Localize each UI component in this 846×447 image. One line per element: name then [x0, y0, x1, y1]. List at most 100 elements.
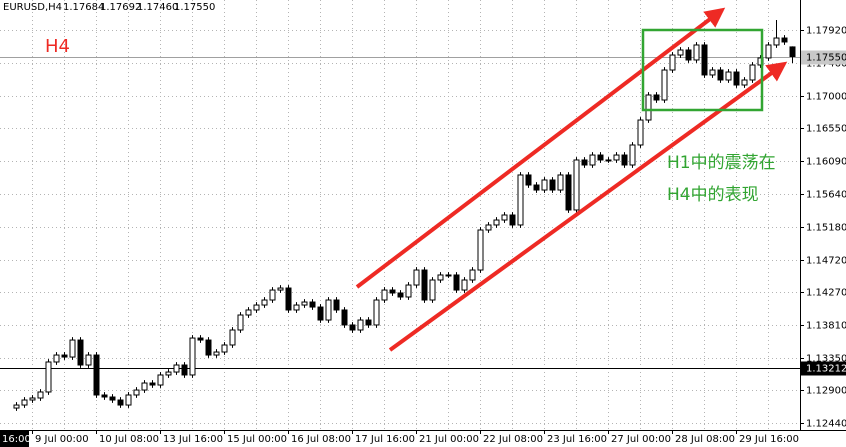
candle-body	[653, 94, 660, 101]
candle-body	[69, 339, 76, 358]
candle-body	[725, 71, 732, 81]
candle-body	[629, 144, 636, 166]
symbol: EURUSD,H4	[3, 2, 62, 13]
candle-body	[709, 69, 716, 76]
candle-body	[173, 364, 180, 373]
x-tick-label: 10 Jul 08:00	[99, 434, 159, 445]
candle-body	[293, 304, 300, 311]
candle-body	[253, 304, 260, 311]
candle-body	[237, 314, 244, 331]
candle-body	[549, 179, 556, 191]
x-tick-label: 22 Jul 08:00	[483, 434, 543, 445]
candle-body	[37, 391, 44, 399]
candle-body	[165, 371, 172, 376]
candle-body	[381, 289, 388, 301]
candle-body	[685, 49, 692, 61]
candle-body	[677, 49, 684, 56]
range-box	[641, 28, 764, 112]
y-tick-label: 1.12440	[806, 419, 846, 430]
y-tick-label: 1.17000	[806, 92, 846, 103]
candle-body	[109, 396, 116, 401]
candle-body	[469, 269, 476, 281]
candle-body	[197, 337, 204, 341]
x-tick-label: 15 Jul 00:00	[227, 434, 287, 445]
y-tick-label: 1.12900	[806, 386, 846, 397]
header-value: 1.17460	[137, 2, 178, 13]
y-tick-label: 1.15180	[806, 223, 846, 234]
candle-body	[717, 69, 724, 81]
candle-body	[597, 154, 604, 161]
candle-body	[581, 159, 588, 166]
candle-body	[93, 354, 100, 396]
candle-body	[261, 299, 268, 306]
x-tick-label: 29 Jul 16:00	[739, 434, 799, 445]
candle-body	[621, 154, 628, 166]
candle-body	[189, 337, 196, 376]
candle-body	[501, 214, 508, 221]
y-tick-label: 1.13810	[806, 321, 846, 332]
candle-body	[573, 159, 580, 211]
axes: 1.179201.174601.170001.165501.160901.156…	[0, 26, 846, 447]
x-tick-label: 23 Jul 16:00	[547, 434, 607, 445]
candle-body	[389, 289, 396, 294]
candle-body	[741, 79, 748, 86]
x-tick-label: 13 Jul 16:00	[163, 434, 223, 445]
header-value: 1.17684	[63, 2, 104, 13]
candle-body	[413, 269, 420, 286]
candle-body	[605, 159, 612, 162]
candle-body	[373, 299, 380, 326]
candle-body	[21, 399, 28, 406]
x-tick-label: 9 Jul 00:00	[35, 434, 89, 445]
candle-body	[637, 119, 644, 146]
candle-body	[317, 306, 324, 321]
candle-body	[645, 94, 652, 121]
candle-body	[45, 361, 52, 393]
annotations: H4 H1中的震荡在 H4中的表现	[45, 7, 788, 352]
x-tick-label: 28 Jul 08:00	[675, 434, 735, 445]
candle-body	[749, 64, 756, 81]
candle-body	[101, 394, 108, 398]
candle-body	[221, 344, 228, 353]
candle-body	[181, 364, 188, 376]
candle-body	[589, 154, 596, 166]
candle-body	[205, 339, 212, 356]
candle-body	[125, 394, 132, 406]
candle-body	[309, 301, 316, 308]
candle-body	[765, 44, 772, 59]
candle-body	[733, 71, 740, 86]
candle-body	[357, 319, 364, 331]
y-tick-label: 1.16550	[806, 124, 846, 135]
candle-body	[29, 397, 36, 401]
candle-body	[701, 44, 708, 76]
y-tick-label: 1.13350	[806, 354, 846, 365]
candle-body	[333, 299, 340, 311]
candle-body	[149, 382, 156, 386]
candles	[13, 19, 796, 411]
x-tick-label: 16 Jul 08:00	[291, 434, 351, 445]
price-label-box	[801, 361, 846, 376]
candle-body	[349, 324, 356, 331]
header-value: 1.17692	[100, 2, 141, 13]
candle-body	[229, 329, 236, 346]
candle-body	[141, 382, 148, 391]
candle-body	[781, 37, 788, 43]
candle-body	[325, 299, 332, 321]
x-tick-label: 27 Jul 00:00	[611, 434, 671, 445]
y-tick-label: 1.14720	[806, 256, 846, 267]
candle-body	[693, 44, 700, 61]
channel-arrow-lower	[388, 61, 788, 352]
candle-body	[533, 184, 540, 191]
candle-body	[53, 354, 60, 363]
price-label: 1.13212	[806, 364, 846, 375]
header-value: 1.17550	[174, 2, 215, 13]
candle-body	[365, 319, 372, 326]
candle-body	[565, 174, 572, 211]
candle-body	[789, 46, 796, 58]
candle-body	[541, 179, 548, 191]
channel-arrow-upper	[355, 7, 726, 289]
candle-body	[157, 374, 164, 386]
candle-body	[77, 339, 84, 366]
